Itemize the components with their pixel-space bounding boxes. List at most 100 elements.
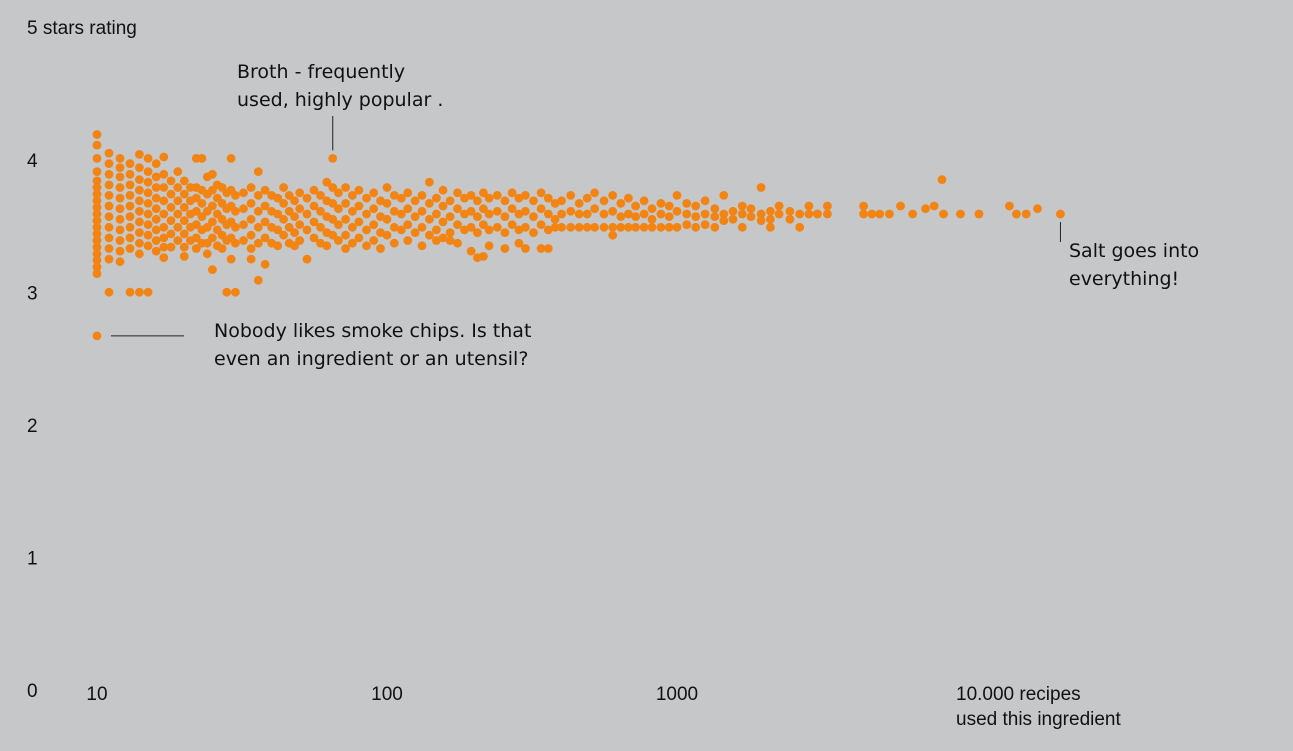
data-point <box>246 254 256 264</box>
data-point <box>125 180 135 190</box>
data-point <box>143 241 153 251</box>
data-point <box>273 209 283 219</box>
data-point <box>445 212 455 222</box>
data-point <box>125 222 135 232</box>
data-point <box>466 222 476 232</box>
data-point <box>664 212 674 222</box>
data-point <box>432 209 441 219</box>
data-point <box>328 214 338 224</box>
data-point <box>403 236 413 245</box>
data-point <box>956 209 965 219</box>
data-point <box>253 167 263 177</box>
data-point <box>197 154 207 163</box>
data-point <box>507 204 517 214</box>
data-point <box>453 220 462 230</box>
data-point <box>582 222 592 232</box>
data-point <box>608 191 618 200</box>
data-point <box>417 241 427 251</box>
data-point <box>151 204 161 214</box>
data-point <box>104 191 114 200</box>
data-point <box>354 233 364 243</box>
data-point <box>239 204 248 214</box>
data-point <box>322 241 332 251</box>
data-point <box>143 154 153 163</box>
y-tick-label: 4 <box>27 151 38 172</box>
data-point <box>92 203 102 212</box>
data-point <box>295 236 305 245</box>
data-point <box>253 222 263 232</box>
data-point <box>425 177 434 187</box>
data-point <box>438 217 448 227</box>
data-point <box>135 287 144 297</box>
data-point <box>290 228 299 238</box>
data-point <box>260 217 270 227</box>
data-point <box>191 244 201 253</box>
data-point <box>135 175 144 185</box>
data-point <box>682 220 692 230</box>
data-point <box>104 287 114 297</box>
data-point <box>453 238 462 248</box>
data-point <box>92 183 102 192</box>
data-point <box>239 236 248 245</box>
data-point <box>125 159 135 169</box>
data-point <box>507 188 517 198</box>
data-point <box>226 154 236 163</box>
data-point <box>389 206 399 216</box>
data-point <box>166 216 176 226</box>
data-point <box>328 183 338 192</box>
data-point <box>403 220 413 230</box>
data-point <box>766 214 775 224</box>
data-point <box>208 217 217 227</box>
data-point <box>656 209 666 219</box>
data-point <box>785 206 795 216</box>
data-point <box>616 212 626 222</box>
data-point <box>746 212 756 222</box>
data-point <box>624 193 633 203</box>
data-point <box>466 206 476 216</box>
data-point <box>608 206 618 216</box>
data-point <box>719 216 729 226</box>
data-point <box>536 188 546 198</box>
data-point <box>279 199 288 208</box>
data-point <box>273 193 283 203</box>
data-point <box>389 191 399 200</box>
data-point <box>92 242 102 252</box>
data-point <box>253 238 263 248</box>
data-point <box>222 287 232 297</box>
data-point <box>737 209 747 219</box>
data-point <box>239 220 248 230</box>
data-point <box>173 167 183 177</box>
data-point <box>115 204 125 214</box>
data-point <box>473 196 482 206</box>
data-point <box>521 222 530 232</box>
data-point <box>582 209 592 219</box>
data-point <box>302 225 312 235</box>
data-point <box>143 188 153 198</box>
data-point <box>823 209 832 219</box>
data-point <box>473 212 482 222</box>
y-tick-label: 0 <box>27 681 38 702</box>
data-point <box>279 183 288 192</box>
data-point <box>348 238 357 248</box>
data-point <box>566 222 576 232</box>
data-point <box>125 191 135 200</box>
data-point <box>599 196 609 206</box>
data-point <box>445 196 455 206</box>
data-point <box>484 193 494 203</box>
data-point <box>92 262 102 272</box>
data-point <box>179 176 189 186</box>
data-point <box>143 209 153 219</box>
data-point <box>521 244 530 253</box>
data-point <box>410 228 420 238</box>
data-point <box>92 229 102 239</box>
data-point <box>173 236 183 245</box>
data-point <box>173 209 183 219</box>
data-point <box>159 222 169 232</box>
data-point <box>260 233 270 243</box>
data-point <box>135 185 144 195</box>
data-point <box>217 244 227 253</box>
data-point <box>143 177 153 187</box>
data-point <box>166 189 176 199</box>
data-point <box>104 244 114 253</box>
data-point <box>929 201 939 211</box>
